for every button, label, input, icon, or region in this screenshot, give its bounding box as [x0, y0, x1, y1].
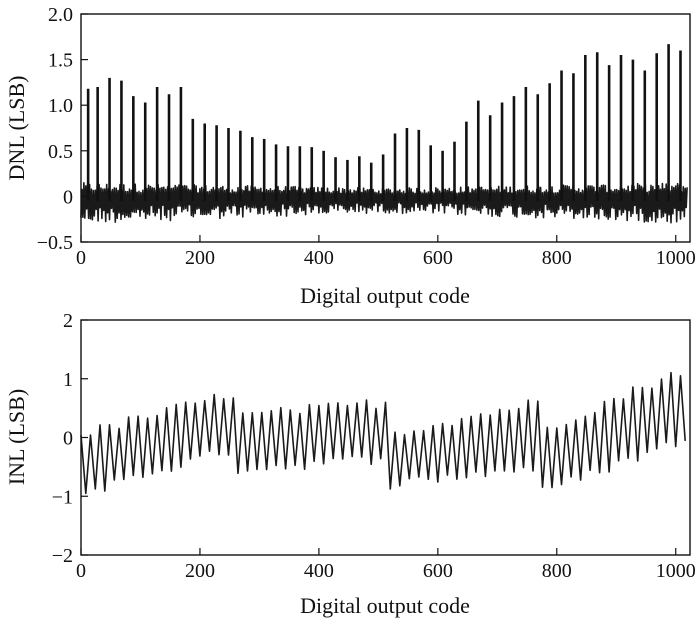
dnl-x-tick-label: 1000 — [656, 247, 696, 269]
inl-plot-area: 0 200 400 600 800 1000 −2 −1 0 1 2 — [52, 310, 696, 582]
dnl-plot-area: 0 200 400 600 800 1000 −0.500.51.01.52.0 — [37, 4, 696, 269]
inl-x-tick-label: 200 — [185, 560, 215, 582]
dnl-y-tick-label: 0.5 — [48, 141, 73, 163]
dnl-y-ticks: −0.5 0 0.5 1.0 1.5 2.0 — [37, 4, 88, 254]
inl-y-tick-label: 1 — [63, 369, 73, 391]
inl-data-layer — [80, 371, 686, 495]
dnl-x-tick-label: 400 — [304, 247, 334, 269]
inl-x-tick-label: 600 — [423, 560, 453, 582]
dnl-x-tick-label: 0 — [76, 247, 86, 269]
inl-frame — [80, 319, 691, 556]
inl-y-tick-label: 0 — [63, 428, 73, 450]
dnl-data-layer — [80, 44, 688, 224]
dnl-x-ticks: 0 200 400 600 800 1000 — [76, 235, 696, 269]
dnl-y-tick-label: 0 — [63, 186, 73, 208]
inl-x-tick-label: 400 — [304, 560, 334, 582]
inl-trace — [80, 371, 686, 495]
dnl-y-axis-title: DNL (LSB) — [4, 76, 29, 181]
dnl-y-tick-label: −0.5 — [37, 232, 73, 254]
dnl-y-tick-label: 1.5 — [48, 50, 73, 72]
inl-x-tick-label: 800 — [542, 560, 572, 582]
dnl-x-tick-label: 200 — [185, 247, 215, 269]
dnl-panel: 0 200 400 600 800 1000 −0.500.51.01.52.0 Digi… — [4, 4, 696, 308]
inl-y-ticks: −2 −1 0 1 2 — [52, 310, 88, 567]
dnl-x-axis-title: Digital output code — [300, 283, 470, 308]
inl-x-axis-title: Digital output code — [300, 593, 470, 618]
inl-x-tick-label: 1000 — [656, 560, 696, 582]
inl-y-axis-title: INL (LSB) — [4, 389, 29, 485]
inl-y-tick-label: −2 — [52, 545, 73, 567]
dnl-y-tick-label: 2.0 — [48, 4, 73, 26]
dnl-y-tick-label: 1.0 — [48, 95, 73, 117]
inl-y-tick-label: 2 — [63, 310, 73, 332]
inl-panel: 0 200 400 600 800 1000 −2 −1 0 1 2 Digital output… — [4, 310, 696, 618]
inl-y-tick-label: −1 — [52, 486, 73, 508]
inl-x-tick-label: 0 — [76, 560, 86, 582]
dnl-x-tick-label: 800 — [542, 247, 572, 269]
dnl-frame — [80, 13, 691, 243]
inl-x-ticks: 0 200 400 600 800 1000 — [76, 548, 696, 582]
dnl-x-tick-label: 600 — [423, 247, 453, 269]
